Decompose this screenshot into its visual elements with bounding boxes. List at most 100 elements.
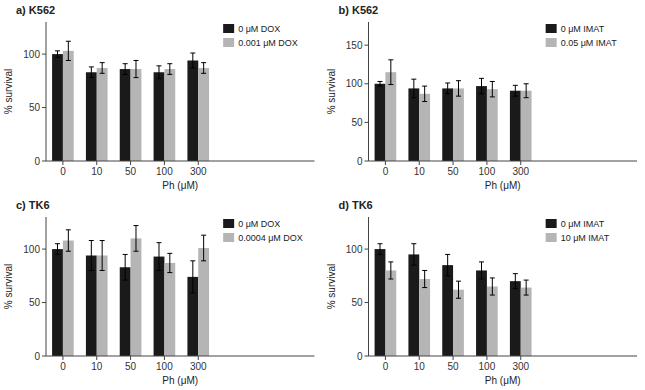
x-tick-label: 50 — [125, 166, 137, 177]
x-tick — [130, 161, 131, 165]
x-tick-label: 10 — [91, 361, 103, 372]
x-tick-label: 50 — [125, 361, 137, 372]
x-tick — [198, 161, 199, 165]
y-tick — [365, 302, 369, 303]
x-tick-label: 300 — [190, 166, 207, 177]
legend-swatch — [223, 233, 234, 242]
bar — [510, 91, 521, 161]
x-tick — [164, 356, 165, 360]
bar — [131, 238, 142, 356]
error-bar — [445, 254, 450, 275]
legend-swatch — [223, 219, 234, 228]
legend: 0 μM IMAT10 μM IMAT — [546, 219, 610, 243]
error-bar — [524, 280, 529, 295]
error-bar — [445, 83, 450, 94]
legend-swatch — [223, 38, 234, 47]
error-bar — [456, 281, 461, 298]
x-label: Ph (μM) — [485, 180, 521, 191]
bar — [385, 72, 396, 161]
plot-area — [52, 226, 209, 356]
error-bar — [513, 274, 518, 289]
error-bar — [66, 41, 71, 60]
error-bar — [190, 261, 195, 293]
bar — [164, 69, 175, 161]
x-axis — [46, 356, 315, 357]
bar — [63, 51, 74, 161]
y-tick-label: 0 — [357, 351, 363, 362]
y-tick — [365, 83, 369, 84]
x-tick-label: 10 — [414, 361, 426, 372]
panel: c) TK605010001050100300Ph (μM)% survival… — [3, 199, 315, 386]
x-tick — [453, 356, 454, 360]
x-tick-label: 50 — [448, 361, 460, 372]
error-bar — [167, 64, 172, 75]
bar — [63, 241, 74, 356]
y-tick — [42, 161, 46, 162]
error-bar — [156, 66, 161, 79]
legend-swatch — [546, 233, 557, 242]
legend: 0 μM DOX0.0004 μM DOX — [223, 219, 303, 243]
x-tick-label: 100 — [479, 361, 496, 372]
error-bar — [201, 63, 206, 74]
x-label: Ph (μM) — [162, 180, 198, 191]
y-tick-label: 100 — [23, 49, 40, 60]
x-tick — [62, 356, 63, 360]
x-tick-label: 10 — [414, 166, 426, 177]
plot-area — [375, 244, 532, 356]
y-tick — [42, 356, 46, 357]
bar — [408, 254, 419, 356]
legend-swatch — [546, 38, 557, 47]
bar — [375, 84, 386, 161]
error-bar — [513, 85, 518, 96]
y-tick — [42, 302, 46, 303]
legend: 0 μM DOX0.001 μM DOX — [223, 24, 298, 48]
y-tick — [42, 249, 46, 250]
y-tick — [42, 54, 46, 55]
y-tick — [365, 45, 369, 46]
y-tick-label: 50 — [351, 297, 363, 308]
x-tick — [486, 161, 487, 165]
x-tick-label: 10 — [91, 166, 103, 177]
plot-area — [375, 60, 532, 161]
y-label: % survival — [326, 264, 337, 310]
y-tick — [365, 249, 369, 250]
x-tick-label: 100 — [156, 166, 173, 177]
y-axis — [368, 217, 369, 356]
bar — [131, 69, 142, 161]
bar — [476, 270, 487, 356]
x-tick — [419, 356, 420, 360]
x-label: Ph (μM) — [162, 375, 198, 386]
legend-label: 10 μM IMAT — [561, 233, 610, 243]
bar — [187, 60, 198, 161]
x-tick — [62, 161, 63, 165]
error-bar — [388, 60, 393, 85]
error-bar — [490, 278, 495, 295]
bar — [97, 68, 108, 161]
y-tick-label: 100 — [346, 244, 363, 255]
y-tick-label: 100 — [346, 78, 363, 89]
legend-swatch — [223, 24, 234, 33]
x-tick-label: 100 — [156, 361, 173, 372]
bar — [120, 267, 131, 356]
legend-label: 0 μM IMAT — [561, 24, 605, 34]
y-tick-label: 50 — [29, 102, 41, 113]
title: d) TK6 — [339, 199, 373, 211]
y-tick — [365, 356, 369, 357]
x-axis — [46, 161, 315, 162]
legend-label: 0 μM DOX — [238, 24, 280, 34]
legend-swatch — [546, 219, 557, 228]
error-bar — [524, 84, 529, 98]
bar — [408, 88, 419, 161]
error-bar — [89, 67, 94, 78]
x-tick-label: 300 — [512, 361, 529, 372]
bar — [375, 249, 386, 356]
x-tick — [486, 356, 487, 360]
bar — [510, 281, 521, 356]
error-bar — [123, 254, 128, 280]
error-bar — [378, 81, 383, 86]
error-bar — [167, 253, 172, 272]
error-bar — [422, 270, 427, 287]
x-axis — [369, 161, 638, 162]
bar — [487, 287, 498, 357]
y-label: % survival — [3, 69, 14, 115]
